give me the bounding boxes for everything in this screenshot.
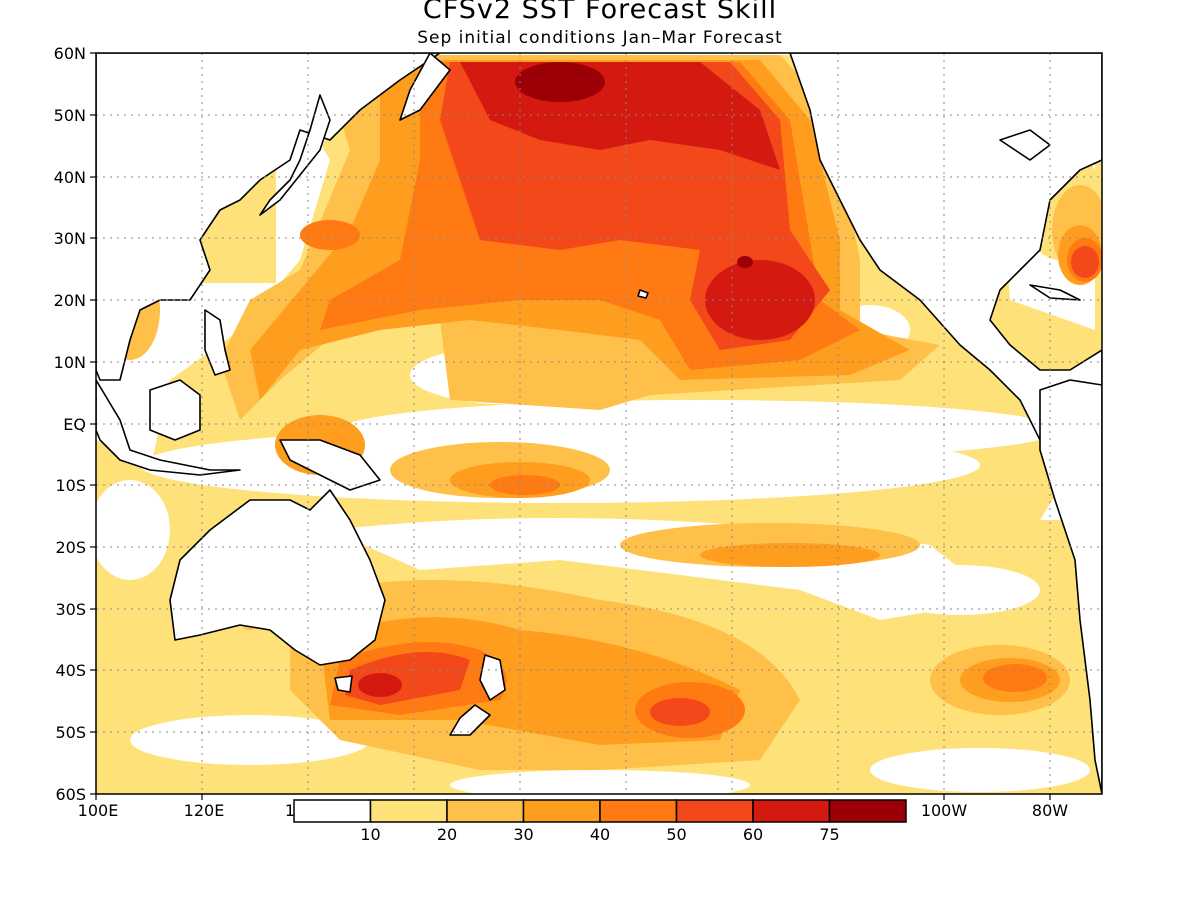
legend-swatch <box>522 799 601 823</box>
south-america <box>1039 379 1102 794</box>
new-zealand <box>449 654 506 736</box>
lat-label: 30N <box>54 229 86 248</box>
lat-label: 20N <box>54 291 86 310</box>
lat-label: EQ <box>63 415 86 434</box>
lat-label: 40N <box>54 168 86 187</box>
philippines <box>204 309 231 376</box>
lat-labels: 60N 50N 40N 30N 20N 10N EQ 10S 20S 30S 4… <box>54 44 86 804</box>
map-title: CFSv2 SST Forecast Skill <box>422 0 778 25</box>
legend-swatch <box>293 799 372 823</box>
lat-ticks <box>90 52 96 795</box>
lon-label: 100E <box>78 801 119 820</box>
color-legend: 10 20 30 40 50 60 75 <box>293 799 907 844</box>
new-guinea <box>279 439 381 491</box>
lat-label: 20S <box>55 538 86 557</box>
skill-band-75-plus <box>515 62 753 268</box>
lon-ticks <box>95 794 1051 800</box>
lat-label: 10N <box>54 353 86 372</box>
kamchatka <box>399 53 451 121</box>
legend-swatch <box>369 799 448 823</box>
tasmania <box>334 675 353 693</box>
lon-label: 80W <box>1032 801 1068 820</box>
legend-swatch <box>446 799 525 823</box>
legend-tick-label: 40 <box>590 825 610 844</box>
lon-label: 100W <box>921 801 968 820</box>
north-america <box>789 53 1102 794</box>
lon-label: 1 <box>285 801 295 820</box>
hawaii <box>637 289 649 299</box>
borneo <box>149 379 201 441</box>
legend-tick-label: 10 <box>360 825 380 844</box>
legend-tick-label: 50 <box>666 825 686 844</box>
legend-swatch <box>752 799 831 823</box>
lat-label: 30S <box>55 600 86 619</box>
legend-swatch <box>828 799 907 823</box>
lon-labels: 100E 120E 1 100W 80W <box>78 801 1069 820</box>
lat-label: 50S <box>55 723 86 742</box>
cuba <box>1029 284 1081 301</box>
map-subtitle: Sep initial conditions Jan–Mar Forecast <box>417 28 783 48</box>
lat-label: 10S <box>55 476 86 495</box>
lat-label: 60S <box>55 785 86 804</box>
legend-tick-label: 75 <box>819 825 839 844</box>
lon-label: 120E <box>184 801 225 820</box>
lat-label: 40S <box>55 661 86 680</box>
sumatra-java <box>96 379 241 476</box>
legend-tick-label: 60 <box>743 825 763 844</box>
legend-tick-label: 20 <box>437 825 457 844</box>
japan <box>259 94 331 216</box>
skill-field <box>96 53 1102 794</box>
australia <box>169 489 386 666</box>
lat-label: 50N <box>54 106 86 125</box>
graticule <box>96 53 1102 794</box>
legend-swatch <box>599 799 678 823</box>
lat-label: 60N <box>54 44 86 63</box>
legend-tick-label: 30 <box>513 825 533 844</box>
legend-swatch <box>675 799 754 823</box>
